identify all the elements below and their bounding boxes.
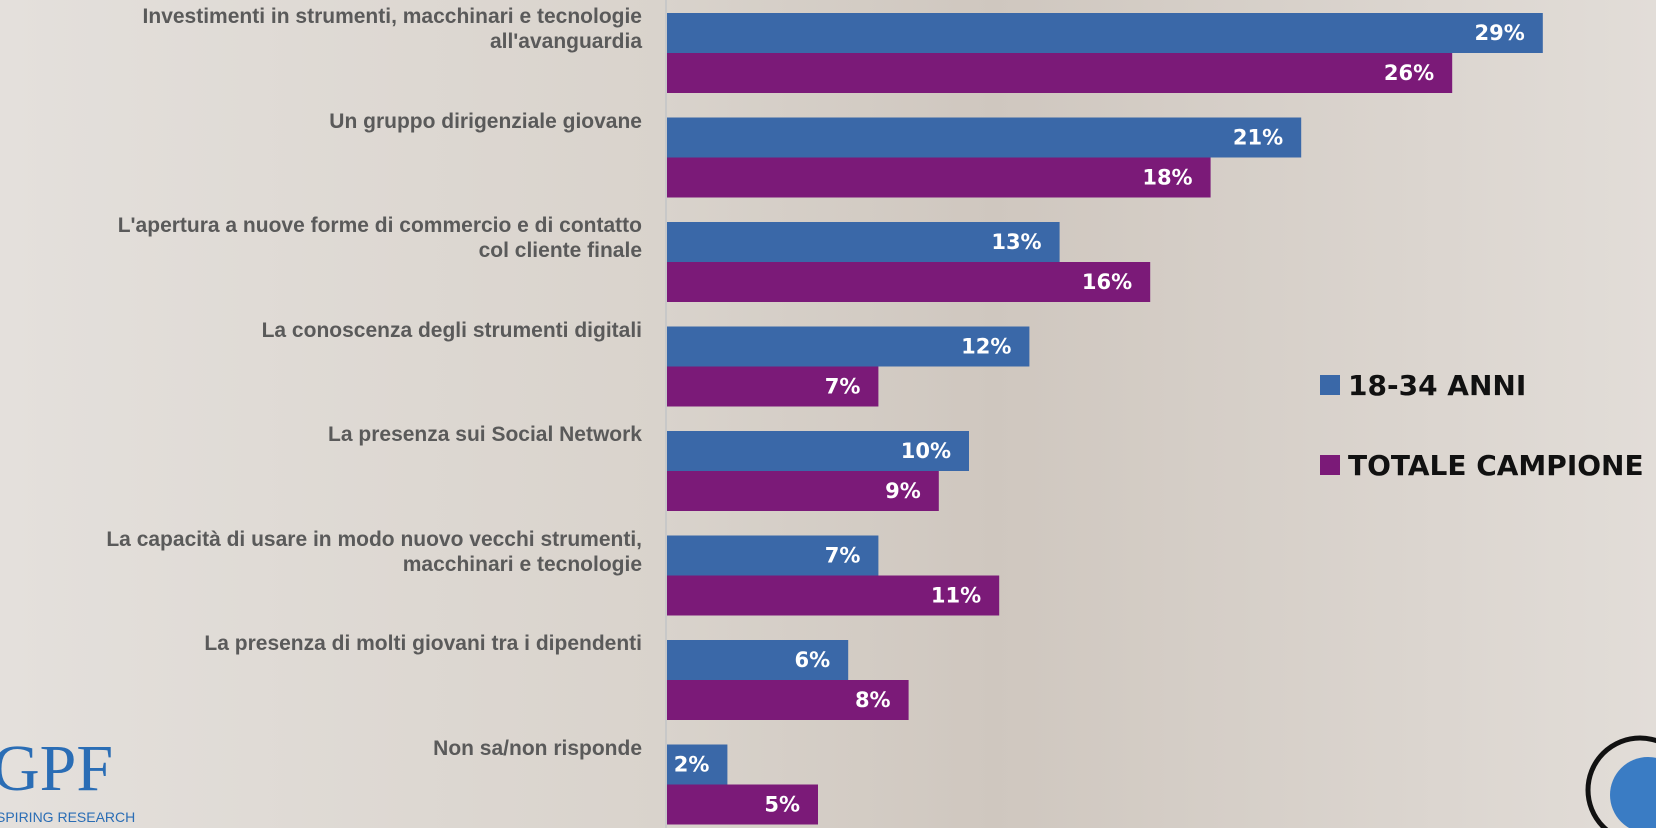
value-label: 12%	[961, 335, 1011, 359]
value-label: 10%	[901, 439, 951, 463]
value-label: 11%	[931, 584, 981, 608]
category-label: La presenza di molti giovani tra i dipen…	[204, 632, 642, 655]
logo-globe-inner	[1610, 757, 1656, 828]
category-label: La presenza sui Social Network	[328, 423, 642, 446]
bar	[667, 744, 728, 785]
value-label: 2%	[674, 753, 710, 777]
value-label: 6%	[795, 648, 831, 672]
legend-swatch	[1320, 455, 1340, 475]
bar	[667, 262, 1151, 302]
category-label: La capacità di usare in modo nuovo vecch…	[106, 527, 642, 576]
bar	[667, 326, 1030, 367]
value-label: 5%	[764, 793, 800, 817]
value-label: 13%	[991, 230, 1041, 254]
bar	[667, 575, 1000, 616]
bar	[667, 366, 879, 407]
bar	[667, 640, 849, 680]
category-label: La conoscenza degli strumenti digitali	[261, 318, 642, 342]
logo-tagline: SPIRING RESEARCH	[0, 809, 135, 825]
logo: GPF	[0, 732, 113, 805]
bar	[667, 535, 879, 576]
value-label: 21%	[1233, 126, 1283, 150]
value-label: 7%	[825, 375, 861, 399]
bar	[667, 431, 969, 471]
bar	[667, 157, 1211, 198]
bar	[667, 784, 818, 825]
value-label: 26%	[1384, 61, 1434, 85]
category-label: Un gruppo dirigenziale giovane	[329, 109, 642, 133]
value-label: 18%	[1142, 166, 1192, 190]
bar	[667, 680, 909, 720]
legend-label: 18-34 ANNI	[1348, 369, 1526, 402]
value-label: 16%	[1082, 270, 1132, 294]
value-label: 8%	[855, 688, 891, 712]
value-label: 29%	[1475, 21, 1525, 45]
category-label: Non sa/non risponde	[433, 736, 642, 760]
value-label: 9%	[885, 479, 921, 503]
category-label: Investimenti in strumenti, macchinari e …	[142, 5, 642, 53]
value-label: 7%	[825, 544, 861, 568]
bar	[667, 471, 939, 511]
bar	[667, 117, 1302, 158]
bar	[667, 222, 1060, 262]
bar	[667, 53, 1453, 93]
legend-swatch	[1320, 375, 1340, 395]
bar	[667, 13, 1543, 53]
logo-globe	[1585, 735, 1656, 828]
legend-label: TOTALE CAMPIONE	[1348, 449, 1644, 482]
category-label: L'apertura a nuove forme di commercio e …	[117, 214, 642, 262]
